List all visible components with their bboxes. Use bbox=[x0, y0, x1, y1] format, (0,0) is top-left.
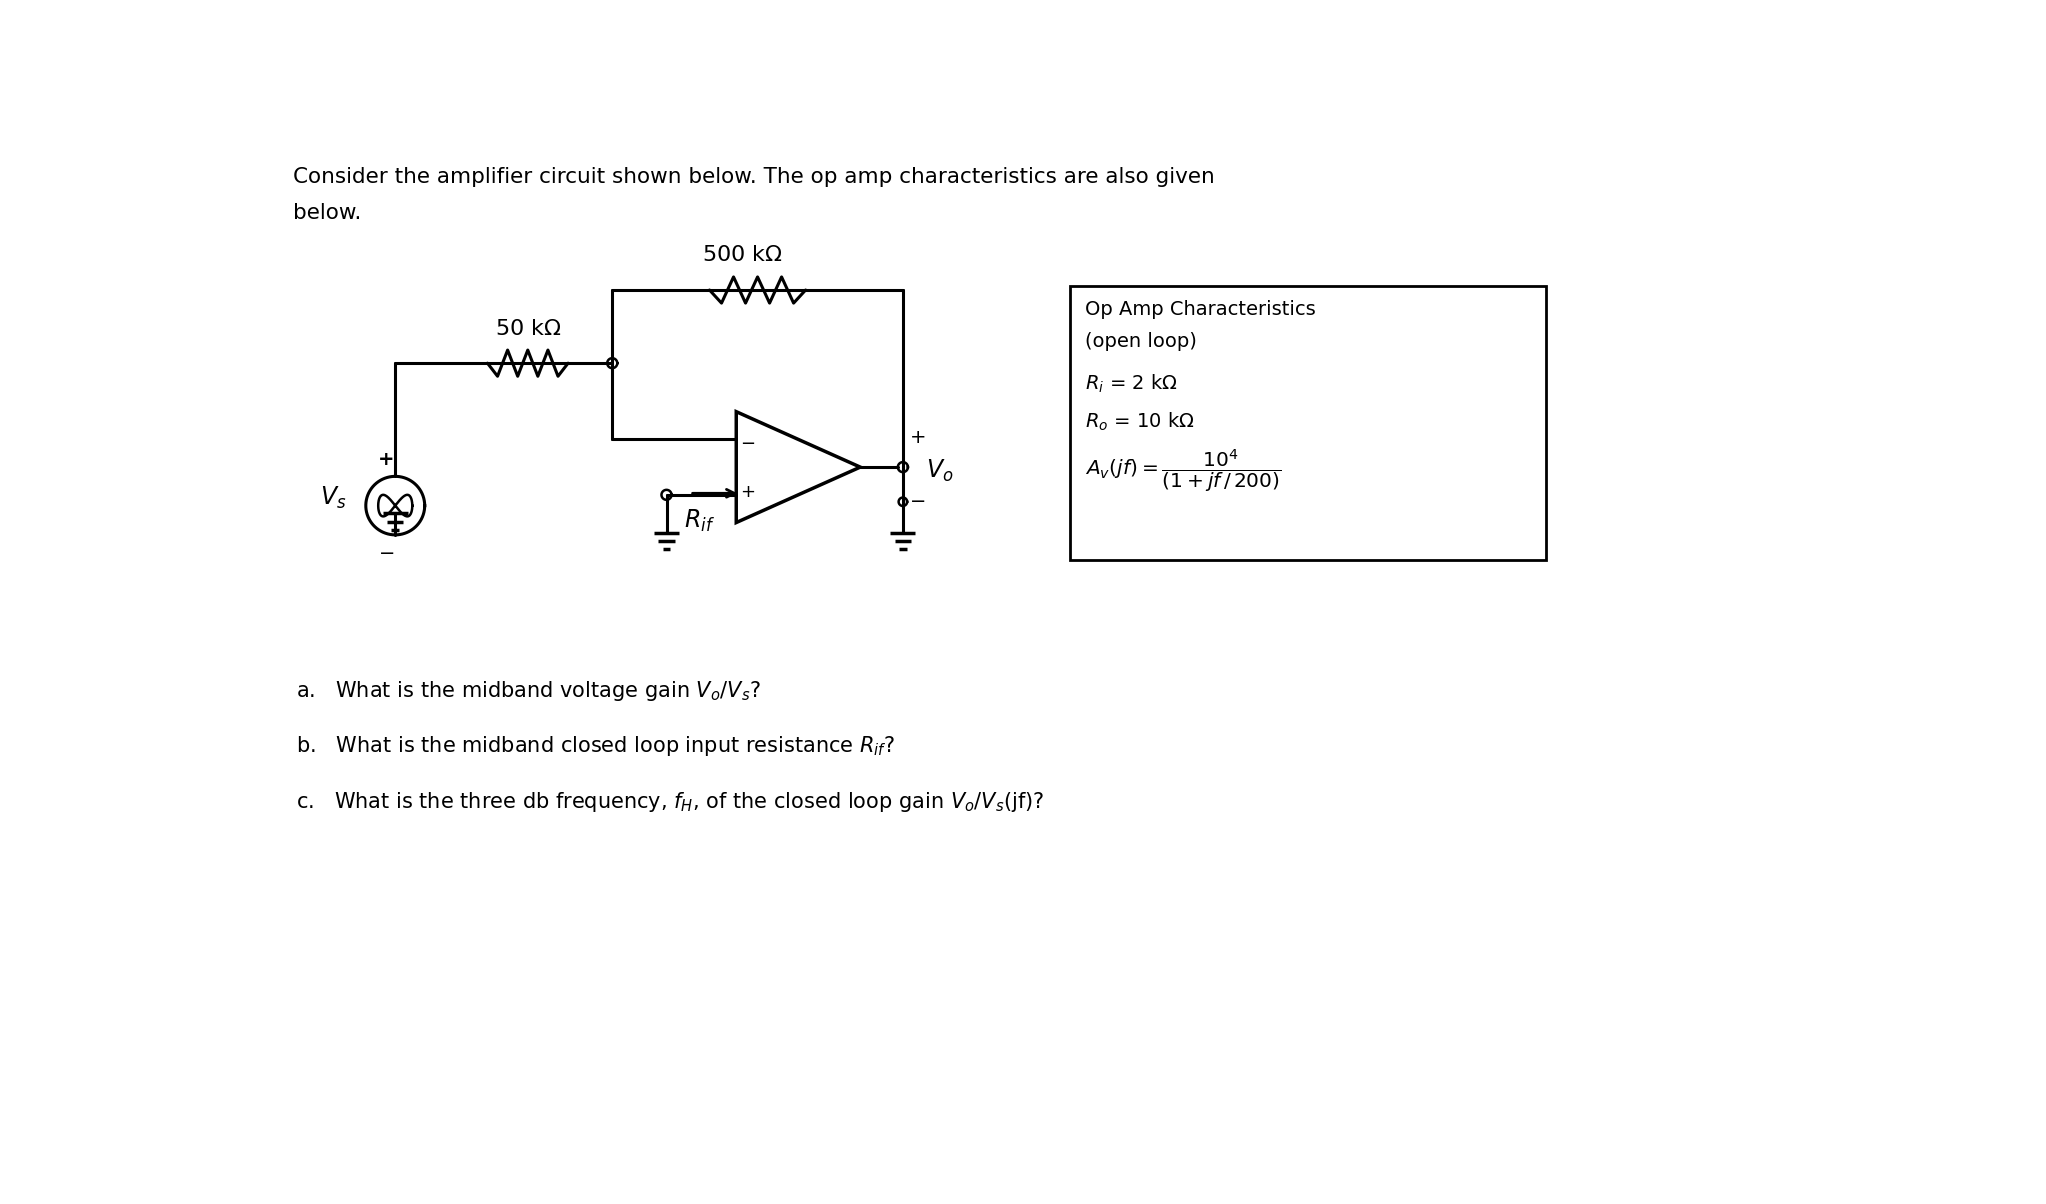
Text: $-$: $-$ bbox=[908, 490, 925, 509]
Text: $A_v(jf) = \dfrac{10^4}{(1+jf\,/\,200)}$: $A_v(jf) = \dfrac{10^4}{(1+jf\,/\,200)}$ bbox=[1084, 448, 1281, 495]
Text: +: + bbox=[379, 450, 395, 468]
Text: 50 k$\Omega$: 50 k$\Omega$ bbox=[495, 319, 561, 338]
Text: $+$: $+$ bbox=[739, 483, 755, 501]
Text: $R_i$ = 2 k$\Omega$: $R_i$ = 2 k$\Omega$ bbox=[1084, 373, 1178, 395]
Text: b.   What is the midband closed loop input resistance $R_{if}$?: b. What is the midband closed loop input… bbox=[297, 734, 896, 759]
Text: a.   What is the midband voltage gain $V_o/V_s$?: a. What is the midband voltage gain $V_o… bbox=[297, 679, 761, 703]
Text: c.   What is the three db frequency, $f_H$, of the closed loop gain $V_o/V_s$(jf: c. What is the three db frequency, $f_H$… bbox=[297, 790, 1046, 814]
Text: Op Amp Characteristics: Op Amp Characteristics bbox=[1084, 300, 1316, 319]
Text: Consider the amplifier circuit shown below. The op amp characteristics are also : Consider the amplifier circuit shown bel… bbox=[293, 167, 1215, 187]
Text: below.: below. bbox=[293, 203, 362, 223]
Text: $V_s$: $V_s$ bbox=[319, 485, 346, 510]
Text: $R_o$ = 10 k$\Omega$: $R_o$ = 10 k$\Omega$ bbox=[1084, 411, 1195, 433]
Text: $-$: $-$ bbox=[379, 542, 395, 561]
Text: $V_o$: $V_o$ bbox=[927, 458, 953, 484]
Text: 500 k$\Omega$: 500 k$\Omega$ bbox=[702, 246, 782, 265]
Text: $R_{if}$: $R_{if}$ bbox=[683, 508, 714, 535]
Bar bbox=[1070, 287, 1547, 560]
Text: $-$: $-$ bbox=[739, 433, 755, 452]
Text: $+$: $+$ bbox=[908, 429, 925, 448]
Text: (open loop): (open loop) bbox=[1084, 332, 1197, 352]
